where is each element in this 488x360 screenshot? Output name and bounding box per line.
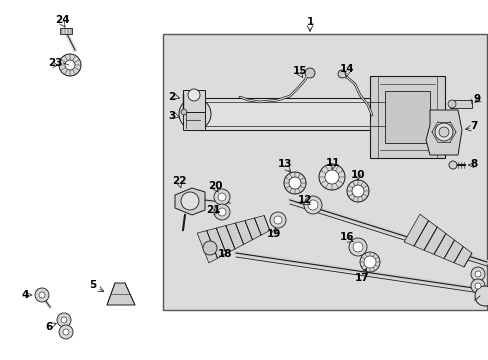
- Circle shape: [187, 89, 200, 101]
- Polygon shape: [206, 228, 226, 258]
- Text: 21: 21: [205, 205, 220, 215]
- Text: 2: 2: [168, 92, 175, 102]
- Text: 4: 4: [21, 290, 29, 300]
- Circle shape: [447, 100, 455, 108]
- Circle shape: [65, 60, 75, 70]
- Circle shape: [59, 325, 73, 339]
- Text: 3: 3: [168, 111, 175, 121]
- Polygon shape: [403, 214, 428, 246]
- Circle shape: [337, 70, 346, 78]
- Bar: [163, 34, 486, 310]
- Polygon shape: [425, 110, 461, 155]
- Text: 6: 6: [45, 322, 53, 332]
- Circle shape: [288, 177, 301, 189]
- Polygon shape: [433, 234, 454, 258]
- Circle shape: [363, 256, 375, 268]
- Bar: [60, 28, 72, 34]
- Polygon shape: [453, 247, 471, 267]
- Text: 19: 19: [266, 229, 281, 239]
- Circle shape: [35, 288, 49, 302]
- Polygon shape: [413, 221, 436, 250]
- Circle shape: [351, 185, 363, 197]
- Circle shape: [57, 313, 71, 327]
- Bar: [384, 91, 429, 143]
- Text: 8: 8: [469, 159, 477, 169]
- Bar: [195, 98, 389, 130]
- Polygon shape: [216, 226, 235, 254]
- Circle shape: [39, 292, 45, 298]
- Circle shape: [348, 238, 366, 256]
- Circle shape: [214, 189, 229, 205]
- Text: 14: 14: [339, 64, 354, 74]
- Circle shape: [179, 98, 210, 130]
- Text: 12: 12: [297, 195, 312, 205]
- Circle shape: [273, 216, 282, 224]
- Circle shape: [181, 109, 186, 115]
- Polygon shape: [225, 223, 243, 249]
- Bar: [183, 90, 204, 114]
- Circle shape: [305, 68, 314, 78]
- Circle shape: [63, 329, 69, 335]
- Text: 22: 22: [171, 176, 186, 186]
- Text: 13: 13: [277, 159, 292, 169]
- Circle shape: [474, 271, 480, 277]
- Circle shape: [352, 242, 362, 252]
- Text: 7: 7: [469, 121, 477, 131]
- Text: 23: 23: [48, 58, 62, 68]
- Text: 11: 11: [325, 158, 340, 168]
- Circle shape: [434, 123, 452, 141]
- Circle shape: [214, 204, 229, 220]
- Text: 15: 15: [292, 66, 306, 76]
- Text: 16: 16: [339, 232, 353, 242]
- Bar: [449, 100, 471, 108]
- Polygon shape: [423, 227, 445, 255]
- Circle shape: [269, 212, 285, 228]
- Circle shape: [438, 127, 448, 137]
- Circle shape: [181, 192, 199, 210]
- Text: 24: 24: [55, 15, 69, 25]
- Circle shape: [470, 267, 484, 281]
- Polygon shape: [254, 216, 269, 235]
- Polygon shape: [197, 231, 217, 263]
- Text: 18: 18: [217, 249, 232, 259]
- Circle shape: [307, 200, 317, 210]
- Circle shape: [304, 196, 321, 214]
- Circle shape: [346, 180, 368, 202]
- Polygon shape: [235, 221, 252, 244]
- Circle shape: [474, 286, 488, 306]
- Circle shape: [474, 283, 480, 289]
- Circle shape: [218, 208, 225, 216]
- Polygon shape: [244, 218, 261, 240]
- Circle shape: [318, 164, 345, 190]
- Bar: [183, 112, 204, 130]
- Polygon shape: [443, 240, 462, 263]
- Text: 5: 5: [89, 280, 97, 290]
- Text: 10: 10: [350, 170, 365, 180]
- Text: 20: 20: [207, 181, 222, 191]
- Circle shape: [59, 54, 81, 76]
- Polygon shape: [175, 188, 204, 215]
- Text: 17: 17: [354, 273, 368, 283]
- Circle shape: [203, 241, 217, 255]
- Circle shape: [284, 172, 305, 194]
- Circle shape: [359, 252, 379, 272]
- Circle shape: [325, 170, 338, 184]
- Bar: [369, 76, 444, 158]
- Text: 1: 1: [306, 17, 313, 27]
- Circle shape: [448, 161, 456, 169]
- Circle shape: [470, 279, 484, 293]
- Polygon shape: [107, 283, 135, 305]
- Circle shape: [61, 317, 67, 323]
- Circle shape: [218, 193, 225, 201]
- Text: 9: 9: [472, 94, 480, 104]
